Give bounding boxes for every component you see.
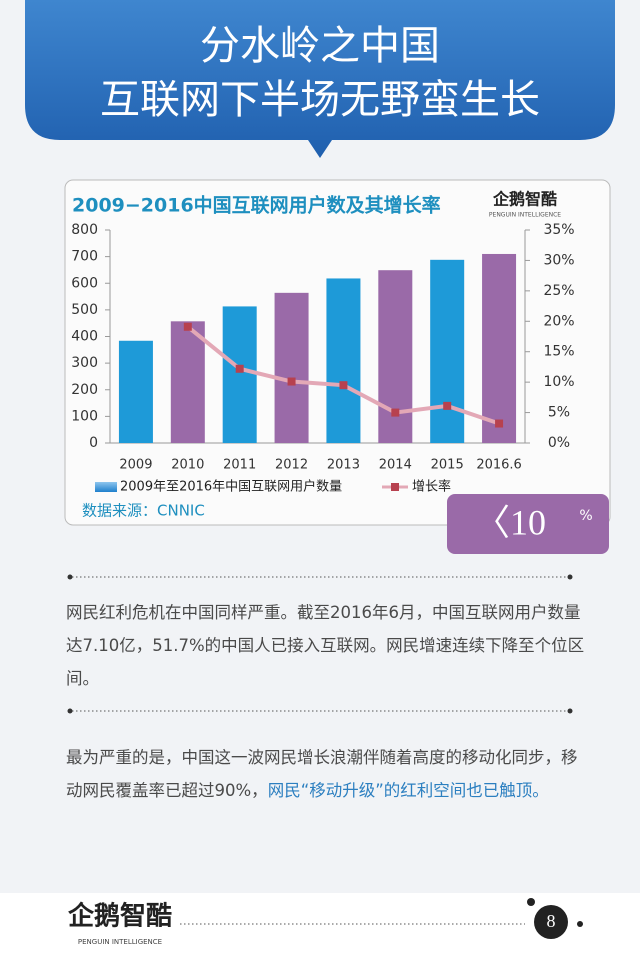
dot	[567, 708, 573, 714]
bar	[482, 253, 517, 443]
y-tick-label: 800	[71, 222, 98, 238]
y2-tick-label: 35%	[543, 222, 574, 238]
y-tick-label: 0	[89, 435, 98, 451]
line-marker	[391, 408, 400, 417]
y2-tick-label: 0%	[548, 435, 570, 451]
bar	[378, 270, 413, 443]
paragraph-highlight: 网民“移动升级”的红利空间也已触顶。	[267, 781, 549, 800]
y-tick-label: 600	[71, 275, 98, 291]
footer-logo: 企鹅智酷	[68, 901, 172, 932]
header-banner	[25, 0, 615, 158]
page-number: 8	[547, 911, 556, 931]
y-tick-label: 200	[71, 382, 98, 398]
chart-title: 2009−2016中国互联网用户数及其增长率	[72, 194, 441, 217]
legend-swatch	[391, 483, 399, 491]
chart-logo: 企鹅智酷	[492, 190, 557, 209]
y2-tick-label: 10%	[543, 374, 574, 390]
dot	[567, 574, 573, 580]
header-title: 分水岭之中国	[200, 23, 440, 69]
page-circle	[534, 905, 568, 939]
dot	[527, 898, 535, 906]
bar	[274, 292, 309, 443]
x-tick-label: 2014	[379, 458, 412, 473]
divider	[67, 574, 573, 714]
y2-tick-label: 30%	[543, 252, 574, 268]
line-marker	[443, 401, 452, 410]
x-tick-label: 2016.6	[476, 458, 522, 473]
legend-label: 增长率	[412, 479, 451, 495]
paragraph: 网民红利危机在中国同样严重。截至2016年6月，中国互联网用户数量达7.10亿，…	[66, 603, 585, 688]
y-tick-label: 300	[71, 355, 98, 371]
chart-source: 数据来源：CNNIC	[82, 502, 205, 520]
dot	[577, 921, 583, 927]
dot	[67, 574, 73, 580]
line-marker	[183, 322, 192, 331]
y-tick-label: 100	[71, 408, 98, 424]
y2-tick-label: 15%	[543, 344, 574, 360]
line-marker	[287, 377, 296, 386]
bar	[430, 259, 465, 443]
x-tick-label: 2010	[171, 458, 204, 473]
paragraph: 最为严重的是，中国这一波网民增长浪潮伴随着高度的移动化同步，移动网民覆盖率已超过…	[66, 741, 586, 807]
y-tick-label: 500	[71, 302, 98, 318]
bar	[222, 306, 257, 443]
line-marker	[235, 364, 244, 373]
bar	[326, 278, 361, 443]
y2-tick-label: 25%	[543, 283, 574, 299]
chart-logo-sub: PENGUIN INTELLIGENCE	[489, 212, 561, 219]
badge-unit: %	[579, 508, 592, 524]
x-tick-label: 2012	[275, 458, 308, 473]
bar	[118, 340, 153, 443]
bar	[170, 321, 205, 443]
y2-tick-label: 5%	[548, 405, 570, 421]
y-tick-label: 400	[71, 329, 98, 345]
line-marker	[495, 419, 504, 428]
header-title: 互联网下半场无野蛮生长	[100, 77, 540, 123]
legend-swatch	[95, 482, 117, 492]
y-tick-label: 700	[71, 249, 98, 265]
paragraph-text: 最为严重的是，中国这一波网民增长浪潮伴随着高度的移动化同步，移动网民覆盖率已超过…	[66, 748, 578, 800]
x-tick-label: 2011	[223, 458, 256, 473]
y2-tick-label: 20%	[543, 313, 574, 329]
x-tick-label: 2015	[431, 458, 464, 473]
legend-label: 2009年至2016年中国互联网用户数量	[120, 479, 342, 495]
line-marker	[339, 381, 348, 390]
x-tick-label: 2009	[119, 458, 152, 473]
dot	[67, 708, 73, 714]
footer-logo-sub: PENGUIN INTELLIGENCE	[78, 938, 162, 946]
badge-text: 〈10	[474, 502, 546, 542]
x-tick-label: 2013	[327, 458, 360, 473]
badge	[447, 494, 609, 554]
